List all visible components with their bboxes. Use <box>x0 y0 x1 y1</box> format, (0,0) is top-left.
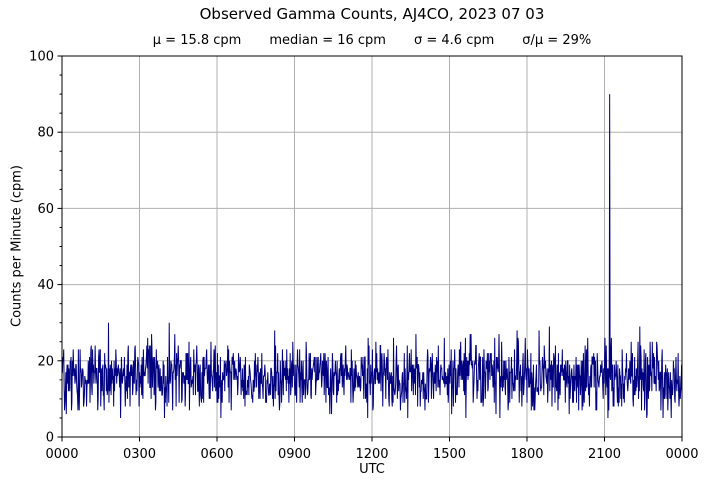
y-axis-label: Counts per Minute (cpm) <box>9 165 25 327</box>
x-tick-label: 1800 <box>510 447 543 462</box>
x-tick-label: 0900 <box>278 447 311 462</box>
x-tick-label: 0600 <box>200 447 233 462</box>
stat-mean: μ = 15.8 cpm <box>152 33 242 48</box>
y-tick-label: 0 <box>46 431 54 446</box>
plot-spines <box>61 55 683 438</box>
x-axis-label: UTC <box>359 462 385 477</box>
stat-sigma-over-mu: σ/μ = 29% <box>522 33 592 48</box>
y-tick-label: 80 <box>37 126 54 141</box>
x-tick-label: 1200 <box>355 447 388 462</box>
stat-sigma: σ = 4.6 cpm <box>413 33 495 48</box>
y-tick-label: 20 <box>37 354 54 369</box>
x-tick-label: 0300 <box>123 447 156 462</box>
y-tick-label: 60 <box>37 202 54 217</box>
x-tick-label: 0000 <box>45 447 78 462</box>
x-tick-label: 0000 <box>665 447 698 462</box>
stat-median: median = 16 cpm <box>269 33 386 48</box>
x-tick-label: 1500 <box>433 447 466 462</box>
y-tick-label: 100 <box>29 50 54 65</box>
gamma-series-line <box>61 94 683 419</box>
x-tick-label: 2100 <box>588 447 621 462</box>
chart-stats-line: μ = 15.8 cpm median = 16 cpm σ = 4.6 cpm… <box>62 33 682 49</box>
chart-title: Observed Gamma Counts, AJ4CO, 2023 07 03 <box>199 5 545 23</box>
y-tick-label: 40 <box>37 278 54 293</box>
